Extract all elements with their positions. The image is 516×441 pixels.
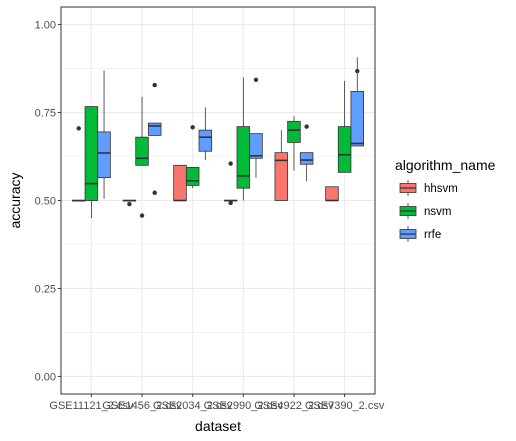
box-layer <box>71 57 365 219</box>
y-tick-label: 0.50 <box>35 196 56 208</box>
outlier-point <box>190 125 195 130</box>
outlier-point <box>355 68 360 74</box>
box-rrfe <box>198 107 213 161</box>
x-tick-label: GSE2034_2.csv <box>153 400 233 412</box>
outlier-point <box>127 201 132 207</box>
box-body <box>249 133 263 159</box>
legend-label-rrfe: rrfe <box>424 229 441 241</box>
box-body <box>236 126 251 189</box>
legend: algorithm_name hhsvm nsvm rrfe <box>395 157 496 242</box>
box-body <box>274 152 289 201</box>
x-axis: GSE11121_2.csvGSE1456_2.csvGSE2034_2.csv… <box>49 394 385 412</box>
outlier-point <box>152 82 157 88</box>
box-nsvm <box>84 106 99 219</box>
outlier-point <box>253 77 259 83</box>
legend-label-hhsvm: hhsvm <box>424 183 458 195</box>
box-rrfe <box>299 124 314 182</box>
box-body <box>337 126 352 173</box>
y-tick-label: 0.75 <box>35 108 56 120</box>
y-axis: 0.00 0.25 0.50 0.75 1.00 <box>35 20 61 383</box>
outlier-point <box>152 190 157 195</box>
y-tick-label: 0.25 <box>35 283 56 295</box>
box-rrfe <box>147 82 162 195</box>
box-body <box>135 136 149 166</box>
box-body <box>325 186 339 201</box>
box-rrfe <box>97 70 111 199</box>
box-body <box>84 106 99 201</box>
x-tick-label: GSE2990_2.csv <box>204 400 284 412</box>
outlier-point <box>139 213 145 218</box>
box-hhsvm <box>325 186 339 202</box>
box-body <box>185 167 200 186</box>
outlier-point <box>228 200 233 206</box>
x-tick-label: GSE11121_2.csv <box>49 400 133 412</box>
box-hhsvm <box>274 130 289 201</box>
box-rrfe <box>350 57 365 147</box>
box-body <box>287 120 301 143</box>
box-body <box>97 131 111 179</box>
outlier-point <box>228 161 233 166</box>
box-body <box>147 122 162 136</box>
box-nsvm <box>185 125 200 189</box>
box-nsvm <box>337 80 352 173</box>
outlier-point <box>76 126 81 131</box>
y-tick-label: 0.00 <box>35 371 56 383</box>
box-body <box>350 91 365 147</box>
y-axis-title: accuracy <box>7 172 23 228</box>
box-rrfe <box>249 77 263 178</box>
x-tick-label: GSE4922_2.csv <box>254 400 334 412</box>
box-body <box>198 129 213 152</box>
legend-title: algorithm_name <box>395 157 496 173</box>
x-tick-label: GSE7390_2.csv <box>305 400 385 412</box>
x-tick-label: GSE1456_2.csv <box>102 400 182 412</box>
box-body <box>299 152 314 165</box>
y-tick-label: 1.00 <box>35 20 56 32</box>
box-nsvm <box>135 96 149 218</box>
x-axis-title: dataset <box>195 418 241 434</box>
box-hhsvm <box>173 164 187 202</box>
box-hhsvm <box>223 161 238 206</box>
outlier-point <box>304 124 309 129</box>
box-hhsvm <box>122 199 137 207</box>
box-body <box>173 164 187 201</box>
legend-label-nsvm: nsvm <box>424 206 451 218</box>
box-nsvm <box>287 116 301 171</box>
